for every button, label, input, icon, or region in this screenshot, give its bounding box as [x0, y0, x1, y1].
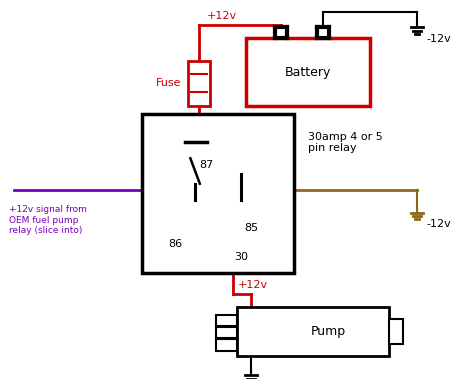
Bar — [389, 319, 403, 344]
Text: +12v: +12v — [207, 11, 237, 21]
Text: -12v: -12v — [427, 219, 451, 229]
Text: -12v: -12v — [427, 34, 451, 44]
Text: +12v signal from
OEM fuel pump
relay (slice into): +12v signal from OEM fuel pump relay (sl… — [9, 205, 87, 235]
Text: Pump: Pump — [310, 325, 346, 338]
Bar — [216, 315, 237, 326]
Bar — [246, 38, 370, 106]
Bar — [188, 61, 210, 106]
Bar — [237, 307, 389, 356]
Text: Battery: Battery — [285, 66, 331, 78]
Text: Fuse: Fuse — [156, 78, 181, 88]
Bar — [216, 339, 237, 351]
Text: 30: 30 — [234, 252, 248, 262]
Text: 87: 87 — [199, 160, 213, 170]
Bar — [216, 327, 237, 338]
Text: 30amp 4 or 5
pin relay: 30amp 4 or 5 pin relay — [308, 132, 383, 153]
Text: 86: 86 — [169, 239, 182, 249]
Text: +12v: +12v — [238, 280, 268, 290]
Text: 85: 85 — [245, 223, 258, 233]
Bar — [142, 114, 294, 273]
